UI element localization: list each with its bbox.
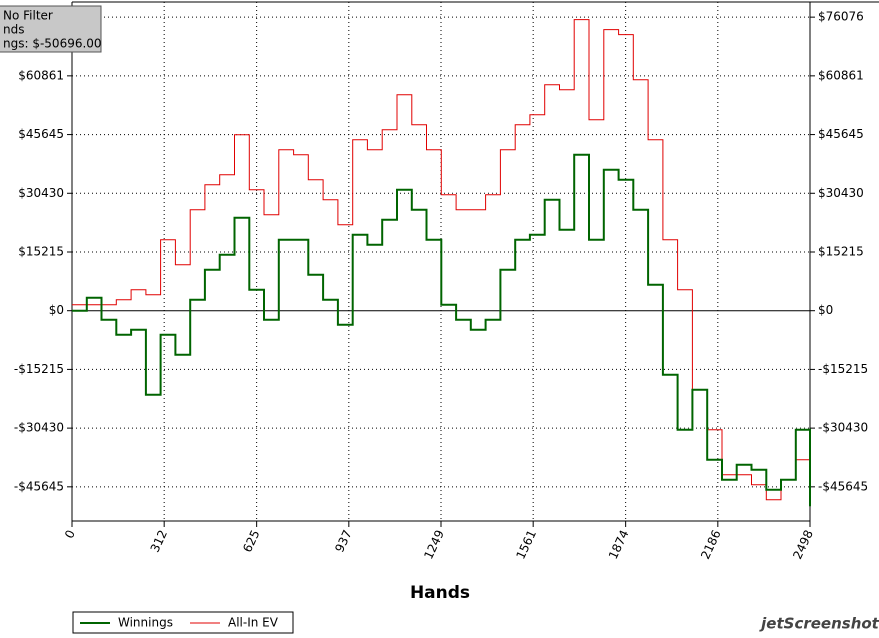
y-tick-label: $30430 bbox=[818, 186, 864, 200]
y-tick-label: $15215 bbox=[818, 244, 864, 258]
info-line: ngs: $-50696.00 bbox=[3, 37, 102, 51]
series-line bbox=[72, 19, 811, 501]
watermark: jetScreenshot bbox=[759, 615, 879, 633]
info-line: No Filter bbox=[3, 9, 53, 23]
y-tick-label: $15215 bbox=[18, 244, 64, 258]
legend-label: All-In EV bbox=[228, 616, 279, 630]
series-line bbox=[72, 153, 811, 507]
y-tick-label: $0 bbox=[49, 303, 64, 317]
info-box: No Filter nds ngs: $-50696.00 bbox=[0, 5, 102, 53]
legend-frame bbox=[72, 611, 294, 634]
info-box-frame bbox=[0, 5, 102, 53]
legend: Winnings All-In EV bbox=[80, 616, 279, 630]
y-tick-label: $60861 bbox=[818, 68, 864, 82]
x-axis-title: Hands bbox=[410, 583, 470, 603]
y-tick-label: -$30430 bbox=[818, 421, 868, 435]
y-tick-label: -$15215 bbox=[818, 362, 868, 376]
y-tick-label: -$45645 bbox=[14, 479, 64, 493]
y-tick-label: $60861 bbox=[18, 68, 64, 82]
y-tick-label: -$15215 bbox=[14, 362, 64, 376]
y-tick-label: $0 bbox=[818, 303, 833, 317]
y-tick-label: $45645 bbox=[818, 127, 864, 141]
legend-label: Winnings bbox=[118, 616, 173, 630]
info-line: nds bbox=[3, 23, 24, 37]
y-tick-label: $30430 bbox=[18, 186, 64, 200]
y-tick-label: $76076 bbox=[818, 10, 864, 24]
y-tick-label: -$30430 bbox=[14, 421, 64, 435]
y-tick-label: $45645 bbox=[18, 127, 64, 141]
y-tick-label: -$45645 bbox=[818, 479, 868, 493]
